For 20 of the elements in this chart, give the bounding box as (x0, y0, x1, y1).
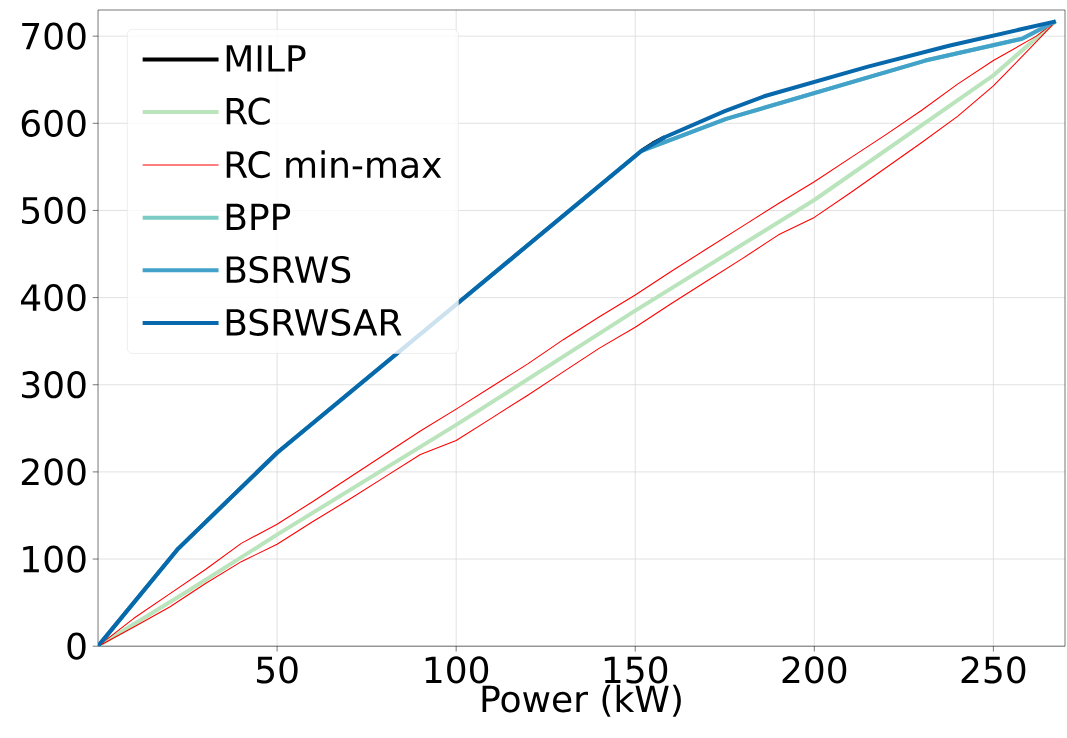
x-tick-label: 150 (604, 656, 668, 684)
x-axis-title: Power (kW) (482, 684, 681, 717)
y-tick-label: 300 (21, 371, 86, 399)
x-tick-label: 50 (256, 656, 298, 684)
y-tick-label: 600 (21, 109, 86, 137)
y-tick-label: 200 (21, 458, 86, 486)
legend-label: BSRWSAR (226, 308, 402, 336)
y-tick-label: 100 (23, 545, 86, 573)
legend-label: BSRWS (226, 255, 351, 284)
x-tick-label: 100 (425, 656, 489, 684)
y-tick-label: 0 (67, 632, 86, 660)
y-tick-label: 400 (21, 283, 86, 312)
y-tick-label: 700 (22, 22, 86, 50)
x-tick-label: 250 (961, 656, 1026, 684)
y-tick-label: 500 (22, 196, 86, 224)
legend-label: RC (226, 97, 270, 125)
legend-label: MILP (226, 45, 306, 72)
legend-label: BPP (226, 203, 291, 230)
x-tick-label: 200 (782, 656, 847, 684)
legend-label: RC min-max (226, 150, 442, 179)
